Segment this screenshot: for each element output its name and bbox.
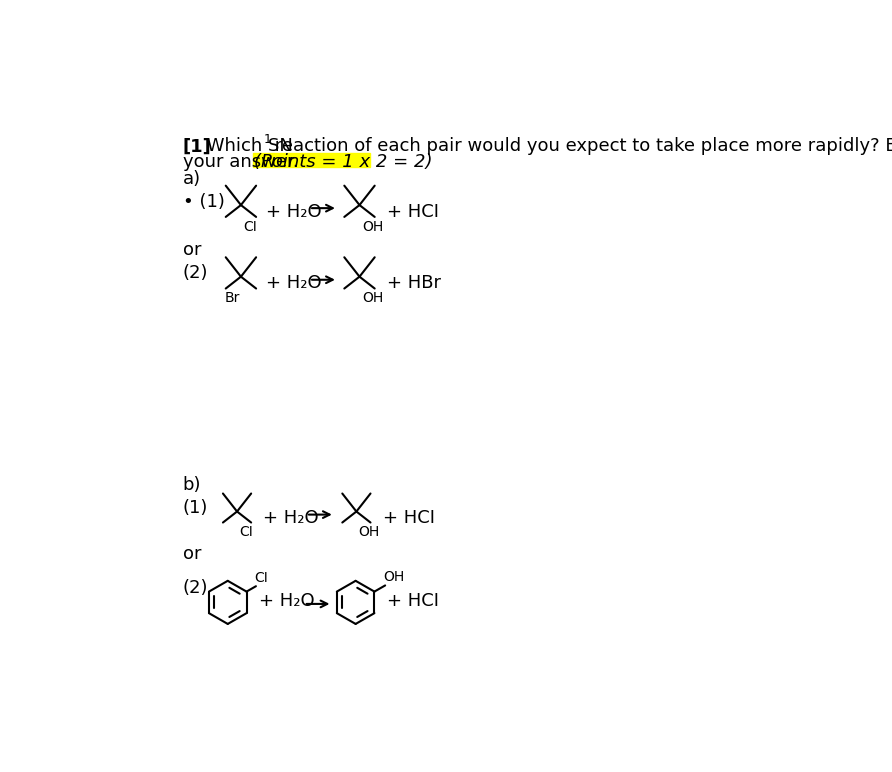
Text: (1): (1) (183, 499, 208, 517)
Text: your answer.: your answer. (183, 154, 304, 171)
Text: + H₂O: + H₂O (263, 510, 319, 527)
Text: • (1): • (1) (183, 193, 225, 211)
Bar (252, 153, 370, 168)
Text: + HCI: + HCI (386, 592, 439, 610)
Text: b): b) (183, 476, 202, 494)
Text: Br: Br (224, 291, 240, 305)
Text: Which SN: Which SN (202, 137, 293, 155)
Text: OH: OH (359, 525, 380, 539)
Text: + HCI: + HCI (383, 510, 434, 527)
Text: CI: CI (239, 525, 253, 539)
Text: + H₂O: + H₂O (267, 274, 322, 293)
Text: or: or (183, 545, 202, 564)
Text: (2): (2) (183, 579, 209, 598)
Text: [1]: [1] (183, 137, 211, 155)
Text: OH: OH (362, 291, 383, 305)
Text: OH: OH (384, 570, 405, 584)
Text: or: or (183, 241, 202, 259)
Text: + HBr: + HBr (386, 274, 441, 293)
Text: (2): (2) (183, 264, 209, 283)
Text: CI: CI (254, 571, 268, 584)
Text: 1: 1 (263, 134, 271, 147)
Text: a): a) (183, 170, 201, 188)
Text: reaction of each pair would you expect to take place more rapidly? Explain: reaction of each pair would you expect t… (268, 137, 892, 155)
Text: + H₂O: + H₂O (259, 592, 314, 610)
Text: (Points = 1 x 2 = 2): (Points = 1 x 2 = 2) (254, 154, 433, 171)
Text: + HCI: + HCI (386, 203, 439, 221)
Text: CI: CI (244, 219, 257, 234)
Text: OH: OH (362, 219, 383, 234)
Text: + H₂O: + H₂O (267, 203, 322, 221)
